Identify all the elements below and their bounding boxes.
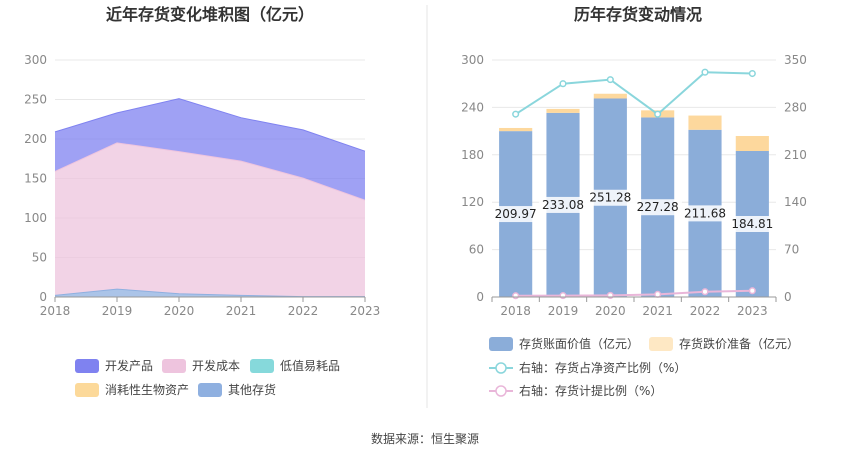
area-开发产品 [55,98,365,201]
left-axis: 0 50 100 150 200 250 300 2018 2019 2020 2021 2022 20… [24,53,380,318]
right-y2-tick: 210 [784,148,807,162]
legend-label: 存货账面价值（亿元） [519,336,639,351]
right-x-tick: 2020 [595,304,626,318]
bar-impairment [593,93,627,99]
legend-marker [495,362,507,374]
left-y-tick: 50 [32,251,47,265]
left-y-tick: 100 [24,211,47,225]
right-y-tick: 240 [461,100,484,114]
bar-label-bg [491,206,540,223]
right-x-tick: 2019 [548,304,579,318]
right-y2-tick: 0 [784,290,792,304]
right-labels: 209.97 233.08 251.28 227.28 211.68 184.81 [491,189,777,233]
line-point [559,80,567,88]
legend-swatch [250,359,274,373]
legend-label: 右轴：存货占净资产比例（%） [519,360,686,375]
legend-label: 开发成本 [192,358,240,373]
bar-label: 227.28 [637,200,679,214]
left-y-tick: 300 [24,53,47,67]
left-x-tick: 2020 [164,304,195,318]
left-x-tick: 2022 [288,304,319,318]
bar-label: 209.97 [495,207,537,221]
bar-impairment [499,127,533,132]
right-y2-tick: 350 [784,53,807,67]
left-y-tick: 0 [39,290,47,304]
legend-swatch [75,383,99,397]
legend-label: 开发产品 [105,358,153,373]
area-edge-开发成本 [54,142,366,201]
legend-label: 其他存货 [228,382,276,397]
legend-swatch [75,359,99,373]
line-point [748,287,756,295]
left-y-tick: 200 [24,132,47,146]
bar-label: 233.08 [542,198,584,212]
right-y2-tick: 70 [784,243,799,257]
right-y-tick: 180 [461,148,484,162]
line-point [701,68,709,76]
area-其他存货 [55,289,365,297]
left-x-tick: 2019 [102,304,133,318]
right-grid [492,59,776,251]
right-axis: 0 60 120 180 240 300 0 70 140 210 280 350 2018 2019 20… [461,53,807,318]
bar-label: 211.68 [684,206,726,220]
right-chart-title: 历年存货变动情况 [574,5,702,24]
bar-label-bg [586,189,635,206]
right-y-tick: 300 [461,53,484,67]
legend-marker [495,385,507,397]
right-x-tick: 2023 [737,304,768,318]
area-开发成本 [55,142,365,297]
line-point [606,76,614,84]
right-y-tick: 120 [461,195,484,209]
bar-impairment [546,108,580,113]
right-x-tick: 2022 [690,304,721,318]
line-右轴：存货计提比例（%） [515,289,753,297]
legend-swatch [162,359,186,373]
line-point [654,110,662,118]
legend-swatch [489,337,513,351]
right-x-tick: 2021 [642,304,673,318]
left-x-tick: 2021 [226,304,257,318]
legend-swatch [198,383,222,397]
right-y2-tick: 140 [784,195,807,209]
bar-label: 251.28 [589,191,631,205]
left-x-tick: 2023 [350,304,381,318]
bar-label-bg [633,199,682,216]
source-note: 数据来源：恒生聚源 [371,431,479,446]
line-右轴：存货占净资产比例（%） [515,71,753,116]
right-legend: 存货账面价值（亿元） 存货跌价准备（亿元） 右轴：存货占净资产比例（%） 右轴：存货计… [489,336,799,398]
right-y-tick: 60 [469,243,484,257]
line-point [512,110,520,118]
left-chart-title: 近年存货变化堆积图（亿元） [106,5,314,24]
bar-label: 184.81 [731,217,773,231]
bar-label-bg [538,196,588,213]
line-point [654,290,662,298]
left-x-tick: 2018 [40,304,71,318]
left-areas [54,98,366,298]
legend-swatch [649,337,673,351]
line-point [701,288,709,296]
bar-impairment [735,135,769,152]
right-x-tick: 2018 [500,304,531,318]
line-point [512,292,520,300]
line-point [748,69,756,78]
right-lines [512,68,756,300]
bar-label-bg [680,205,730,222]
bar-impairment [688,115,722,130]
area-edge-开发产品 [54,98,366,152]
left-y-tick: 250 [24,93,47,107]
legend-label: 右轴：存货计提比例（%） [519,383,662,398]
bar-label-bg [728,216,777,233]
right-y-tick: 0 [476,290,484,304]
left-y-tick: 150 [24,172,47,186]
legend-label: 消耗性生物资产 [105,383,189,397]
legend-label: 存货跌价准备（亿元） [679,336,799,351]
right-y2-tick: 280 [784,100,807,114]
legend-label: 低值易耗品 [280,358,340,373]
line-point [559,292,567,300]
